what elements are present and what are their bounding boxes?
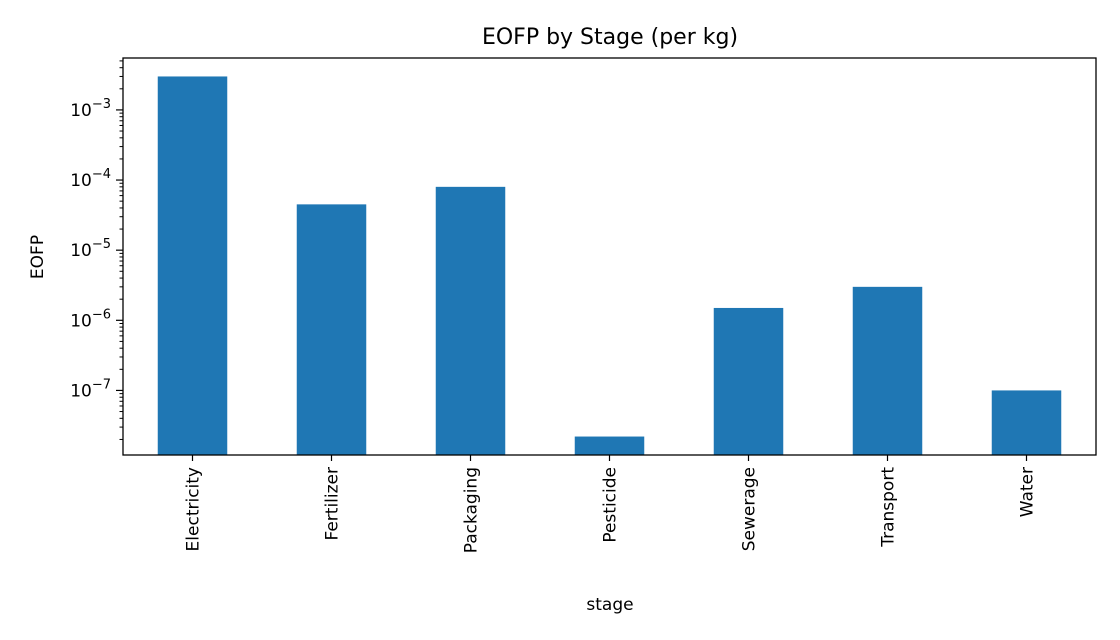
bar-packaging	[435, 186, 506, 456]
y-tick-label: 10−3	[70, 97, 111, 121]
bar-water	[991, 390, 1062, 455]
y-tick-label: 10−5	[70, 237, 111, 261]
bar-electricity	[157, 76, 228, 455]
y-tick-label: 10−6	[70, 307, 111, 331]
bar-transport	[852, 286, 923, 455]
x-tick-label: Electricity	[184, 467, 204, 551]
plot-frame	[122, 57, 1097, 456]
y-axis-label: EOFP	[28, 235, 48, 279]
y-tick-label: 10−4	[70, 167, 111, 191]
bar-fertilizer	[296, 204, 367, 455]
x-tick-label: Packaging	[462, 467, 482, 553]
x-tick-label: Sewerage	[740, 467, 760, 551]
x-axis-label: stage	[586, 595, 633, 615]
x-tick-label: Fertilizer	[323, 467, 343, 541]
x-axis-ticks: Electricity Fertilizer Packaging Pesticide S…	[184, 455, 1038, 553]
chart-title: EOFP by Stage (per kg)	[482, 25, 738, 50]
x-tick-label: Pesticide	[601, 467, 621, 543]
bar-sewerage	[713, 307, 784, 455]
x-tick-label: Water	[1018, 467, 1038, 517]
y-tick-label: 10−7	[70, 377, 111, 401]
bars-group	[157, 76, 1062, 456]
x-tick-label: Transport	[879, 467, 899, 548]
bar-pesticide	[574, 436, 645, 455]
y-axis-ticks: 10−3 10−4 10−5 10−6 10−7	[70, 60, 123, 440]
